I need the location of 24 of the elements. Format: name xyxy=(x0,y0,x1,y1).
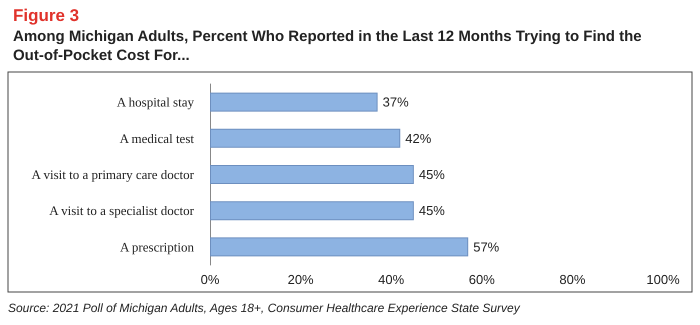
text: Figure 3 xyxy=(13,6,80,25)
x-tick-label: 40% xyxy=(378,272,405,287)
chart-subtitle: Among Michigan Adults, Percent Who Reported in the Last 12 Months Trying to Find the Out-of-Pocket Cost For... xyxy=(13,28,646,64)
bar xyxy=(210,92,378,112)
data-label: 42% xyxy=(405,130,432,146)
y-tick-label: A medical test xyxy=(120,130,194,146)
source-note: Source: 2021 Poll of Michigan Adults, Ages 18+, Consumer Healthcare Experience State Survey xyxy=(8,301,521,315)
y-tick-label: A visit to a primary care doctor xyxy=(32,167,195,182)
bar xyxy=(210,165,414,184)
data-label: 45% xyxy=(418,203,446,218)
data-label: 45% xyxy=(418,167,446,182)
bar xyxy=(210,237,468,256)
x-tick-label: 100% xyxy=(646,272,680,287)
x-tick-label: 20% xyxy=(288,272,314,287)
x-tick-label: 60% xyxy=(468,272,496,287)
data-label: 57% xyxy=(473,239,500,254)
y-tick-label: A prescription xyxy=(120,239,194,254)
data-label: 37% xyxy=(382,94,410,110)
y-tick-label: A visit to a specialist doctor xyxy=(49,203,195,218)
bar xyxy=(210,128,400,148)
x-tick-label: 0% xyxy=(200,272,220,287)
bar xyxy=(210,201,414,220)
y-tick-label: A hospital stay xyxy=(116,94,194,110)
x-tick-label: 80% xyxy=(559,272,586,287)
